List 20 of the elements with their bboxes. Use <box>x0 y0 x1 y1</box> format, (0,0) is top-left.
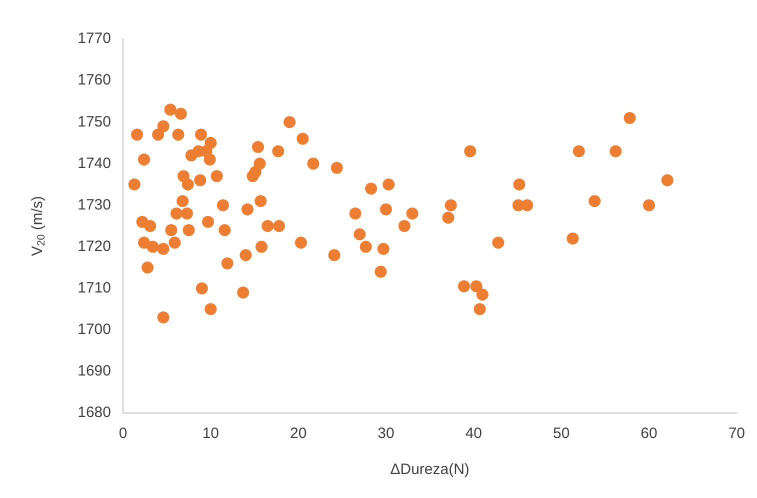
x-axis-title: ΔDureza(N) <box>390 461 470 478</box>
y-tick-label: 1720 <box>78 238 111 255</box>
x-tick-label: 20 <box>290 425 307 442</box>
x-tick-label: 0 <box>118 425 128 442</box>
y-axis-title: V20 (m/s) <box>29 196 48 256</box>
y-tick-label: 1760 <box>78 72 111 89</box>
y-tick-label: 1750 <box>78 113 111 130</box>
y-tick-label: 1770 <box>78 30 111 48</box>
y-tick-label: 1710 <box>78 279 111 296</box>
y-tick-label: 1680 <box>78 404 111 422</box>
x-tick-label: 60 <box>640 425 658 442</box>
y-tick-label: 1730 <box>78 196 111 214</box>
x-tick-label: 10 <box>202 425 220 442</box>
y-tick-label: 1690 <box>78 362 111 380</box>
x-tick-label: 30 <box>378 425 394 442</box>
x-tick-label: 70 <box>728 425 745 442</box>
y-tick-label: 1740 <box>78 154 111 172</box>
y-tick-label: 1700 <box>78 321 111 338</box>
x-tick-label: 50 <box>552 425 570 442</box>
x-tick-label: 40 <box>465 425 482 442</box>
